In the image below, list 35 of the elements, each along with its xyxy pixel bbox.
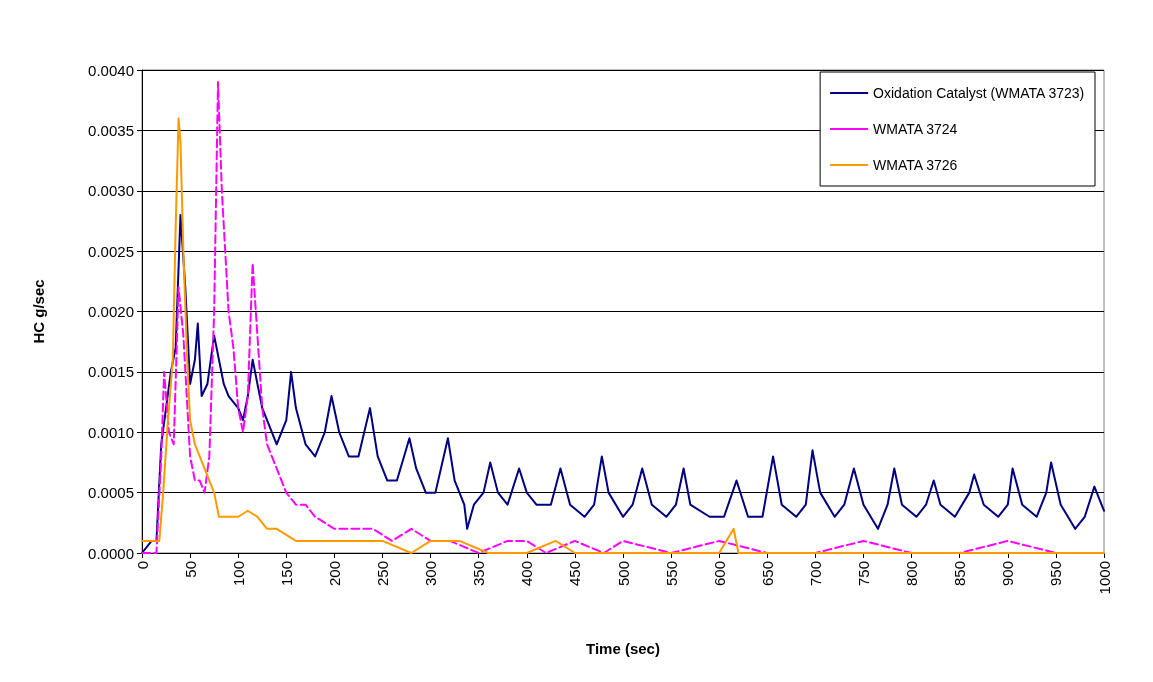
x-tick-label: 350 — [470, 561, 488, 587]
x-tick-label: 700 — [806, 561, 824, 587]
legend-label: WMATA 3724 — [873, 121, 958, 137]
x-axis-title: Time (sec) — [586, 640, 660, 657]
x-tick-label: 150 — [277, 561, 295, 587]
x-tick-label: 650 — [758, 561, 776, 587]
x-tick-label: 300 — [422, 561, 440, 587]
x-tick-label: 500 — [614, 561, 632, 587]
x-tick-label: 250 — [374, 561, 391, 587]
x-tick-label: 50 — [181, 561, 199, 578]
x-tick-label: 600 — [710, 561, 728, 587]
x-tick-label: 950 — [1047, 561, 1065, 587]
y-tick-label: 0.0020 — [88, 303, 134, 320]
y-tick-label: 0.0035 — [88, 121, 134, 139]
x-tick-label: 400 — [518, 561, 536, 587]
y-tick-label: 0.0030 — [88, 182, 134, 200]
y-tick-label: 0.0015 — [88, 363, 134, 381]
y-axis-title: HC g/sec — [30, 279, 47, 344]
y-tick-label: 0.0040 — [88, 61, 134, 79]
x-tick-label: 750 — [855, 561, 872, 587]
x-tick-label: 900 — [999, 561, 1017, 587]
x-tick-label: 450 — [566, 561, 584, 587]
legend-label: WMATA 3726 — [873, 157, 958, 173]
y-tick-label: 0.0025 — [88, 242, 134, 260]
x-tick-label: 800 — [903, 561, 921, 587]
x-tick-label: 1000 — [1095, 561, 1113, 595]
x-tick-label: 0 — [133, 561, 151, 570]
legend-label: Oxidation Catalyst (WMATA 3723) — [873, 85, 1085, 101]
y-tick-label: 0.0010 — [88, 423, 134, 441]
x-tick-label: 100 — [229, 561, 247, 587]
y-tick-label: 0.0000 — [88, 544, 134, 562]
x-tick-label: 550 — [662, 561, 680, 587]
y-tick-label: 0.0005 — [88, 484, 134, 502]
x-tick-label: 850 — [951, 561, 969, 587]
x-tick-label: 200 — [325, 561, 343, 587]
